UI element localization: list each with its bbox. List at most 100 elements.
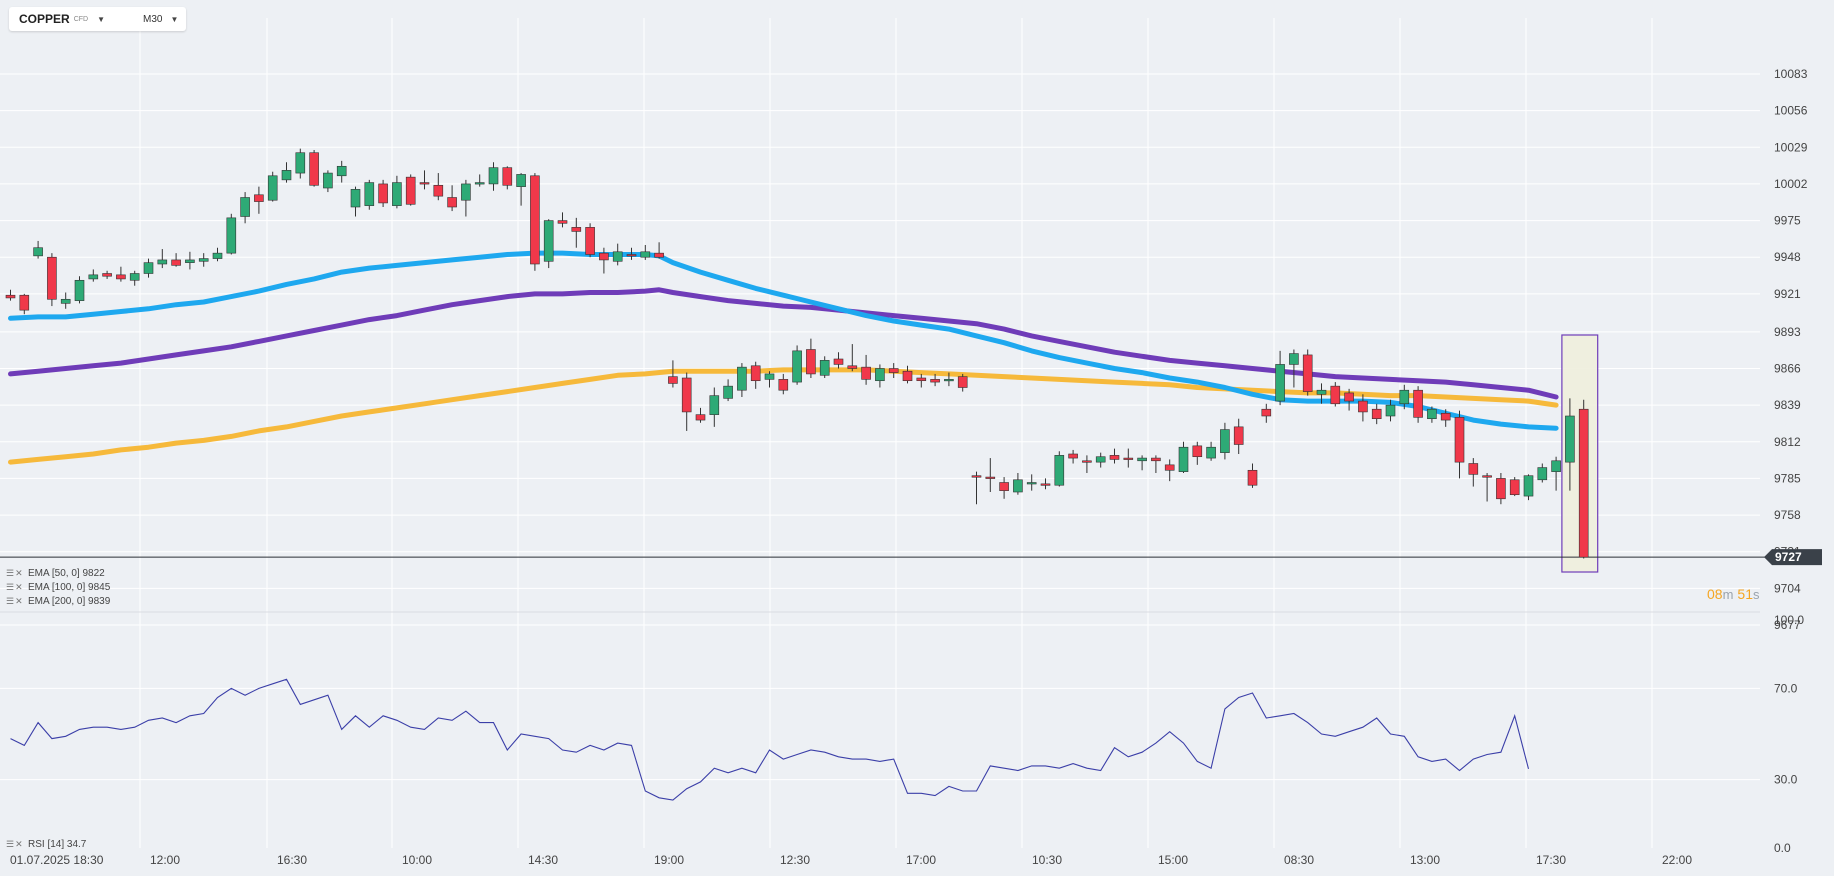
candle-body xyxy=(281,170,292,181)
candle xyxy=(861,354,871,385)
candle xyxy=(378,179,388,207)
symbol-type: CFD xyxy=(73,15,89,23)
time-tick-label: 12:00 xyxy=(150,853,180,867)
candle xyxy=(792,345,802,385)
price-tick-label: 10029 xyxy=(1774,140,1808,154)
indicator-rsi-row[interactable]: ☰✕ RSI [14] 34.7 xyxy=(6,839,86,850)
candle xyxy=(88,269,99,282)
candle-body xyxy=(1454,417,1465,463)
candle xyxy=(1054,451,1065,487)
candle-body xyxy=(778,379,789,391)
close-icon[interactable]: ✕ xyxy=(15,568,24,578)
candle-body xyxy=(847,365,858,369)
candle xyxy=(185,251,195,270)
countdown-minutes-unit: m xyxy=(1722,587,1734,602)
list-icon[interactable]: ☰ xyxy=(6,596,16,606)
timeframe-selector[interactable]: M30 xyxy=(143,13,163,25)
candle xyxy=(1302,349,1313,396)
candle xyxy=(1413,386,1423,423)
candle xyxy=(764,371,775,388)
candle xyxy=(1440,409,1451,427)
candle xyxy=(668,360,678,388)
current-price-tag: 9727 xyxy=(1764,549,1822,566)
time-axis[interactable]: 01.07.2025 18:30 12:00 16:30 10:00 14:30 19:0… xyxy=(10,853,1692,867)
rsi-series xyxy=(10,678,1530,801)
candle-body xyxy=(212,252,223,259)
caret-down-icon[interactable]: ▼ xyxy=(97,14,105,24)
price-tick-label: 10083 xyxy=(1774,67,1808,81)
caret-down-icon[interactable]: ▼ xyxy=(170,14,179,24)
candle-body xyxy=(902,370,913,382)
symbol-name[interactable]: COPPER xyxy=(19,12,70,26)
close-icon[interactable]: ✕ xyxy=(15,596,24,606)
candle xyxy=(723,379,733,402)
candle-body xyxy=(1385,404,1396,417)
candle-body xyxy=(1302,354,1313,392)
candle-body xyxy=(585,227,595,255)
candle-body xyxy=(1509,479,1520,496)
candle xyxy=(240,192,250,224)
indicator-ema50-row[interactable]: ☰✕ EMA [50, 0] 9822 xyxy=(6,568,105,579)
candle xyxy=(323,170,333,193)
indicator-ema100-row[interactable]: ☰✕ EMA [100, 0] 9845 xyxy=(6,582,110,593)
candle-body xyxy=(1399,389,1410,405)
list-icon[interactable]: ☰ xyxy=(6,839,16,849)
candle-body xyxy=(571,227,582,232)
candle xyxy=(888,363,899,378)
candle xyxy=(1578,399,1589,559)
candle xyxy=(847,344,858,372)
symbol-selector[interactable]: COPPER CFD ▼ M30 ▼ xyxy=(9,7,186,31)
candle-body xyxy=(1137,457,1147,462)
candle xyxy=(1523,474,1534,501)
candle xyxy=(819,356,830,378)
candle-body xyxy=(1164,464,1175,471)
candle xyxy=(1427,406,1437,423)
candle-body xyxy=(323,172,333,189)
candle xyxy=(1399,384,1410,410)
rsi-line xyxy=(10,678,1530,801)
candle xyxy=(1482,473,1492,502)
candle xyxy=(1164,459,1175,482)
close-icon[interactable]: ✕ xyxy=(15,839,24,849)
rsi-tick-label: 0.0 xyxy=(1774,841,1791,855)
close-icon[interactable]: ✕ xyxy=(15,582,24,592)
candle xyxy=(281,162,292,183)
candle xyxy=(1151,455,1161,473)
candle xyxy=(392,175,402,209)
indicator-rsi-label: RSI [14] 34.7 xyxy=(28,839,87,850)
list-icon[interactable]: ☰ xyxy=(6,568,16,578)
candle xyxy=(102,270,112,279)
candle xyxy=(750,361,761,389)
candle-body xyxy=(295,152,306,174)
candle-body xyxy=(254,194,264,202)
candle xyxy=(1537,463,1548,483)
current-price-label: 9727 xyxy=(1775,550,1802,564)
candle-body xyxy=(1523,475,1534,497)
candle xyxy=(985,458,996,492)
candle xyxy=(778,373,789,395)
candle-countdown: 08m 51s xyxy=(1707,586,1764,602)
candle-body xyxy=(599,252,609,261)
candle xyxy=(474,174,485,187)
candle-body xyxy=(792,350,802,383)
candle-body xyxy=(1496,478,1506,500)
candle-body xyxy=(543,220,554,262)
candle-body xyxy=(1109,455,1120,460)
price-axis[interactable]: 10083 10056 10029 10002 9975 9948 9921 9893 9866… xyxy=(1764,67,1822,855)
time-tick-label: 14:30 xyxy=(528,853,558,867)
candle xyxy=(502,166,513,190)
candle-body xyxy=(198,258,209,262)
list-icon[interactable]: ☰ xyxy=(6,582,16,592)
indicator-ema200-row[interactable]: ☰✕ EMA [200, 0] 9839 xyxy=(6,596,110,607)
candle xyxy=(1275,350,1285,406)
rsi-tick-label: 30.0 xyxy=(1774,773,1798,787)
candle xyxy=(516,173,526,206)
candle-body xyxy=(1371,408,1382,420)
candle-body xyxy=(447,197,457,208)
candle-body xyxy=(875,368,885,382)
candle xyxy=(364,179,375,210)
candle-body xyxy=(433,184,444,197)
time-tick-label: 10:30 xyxy=(1032,853,1062,867)
candle-body xyxy=(88,274,99,280)
